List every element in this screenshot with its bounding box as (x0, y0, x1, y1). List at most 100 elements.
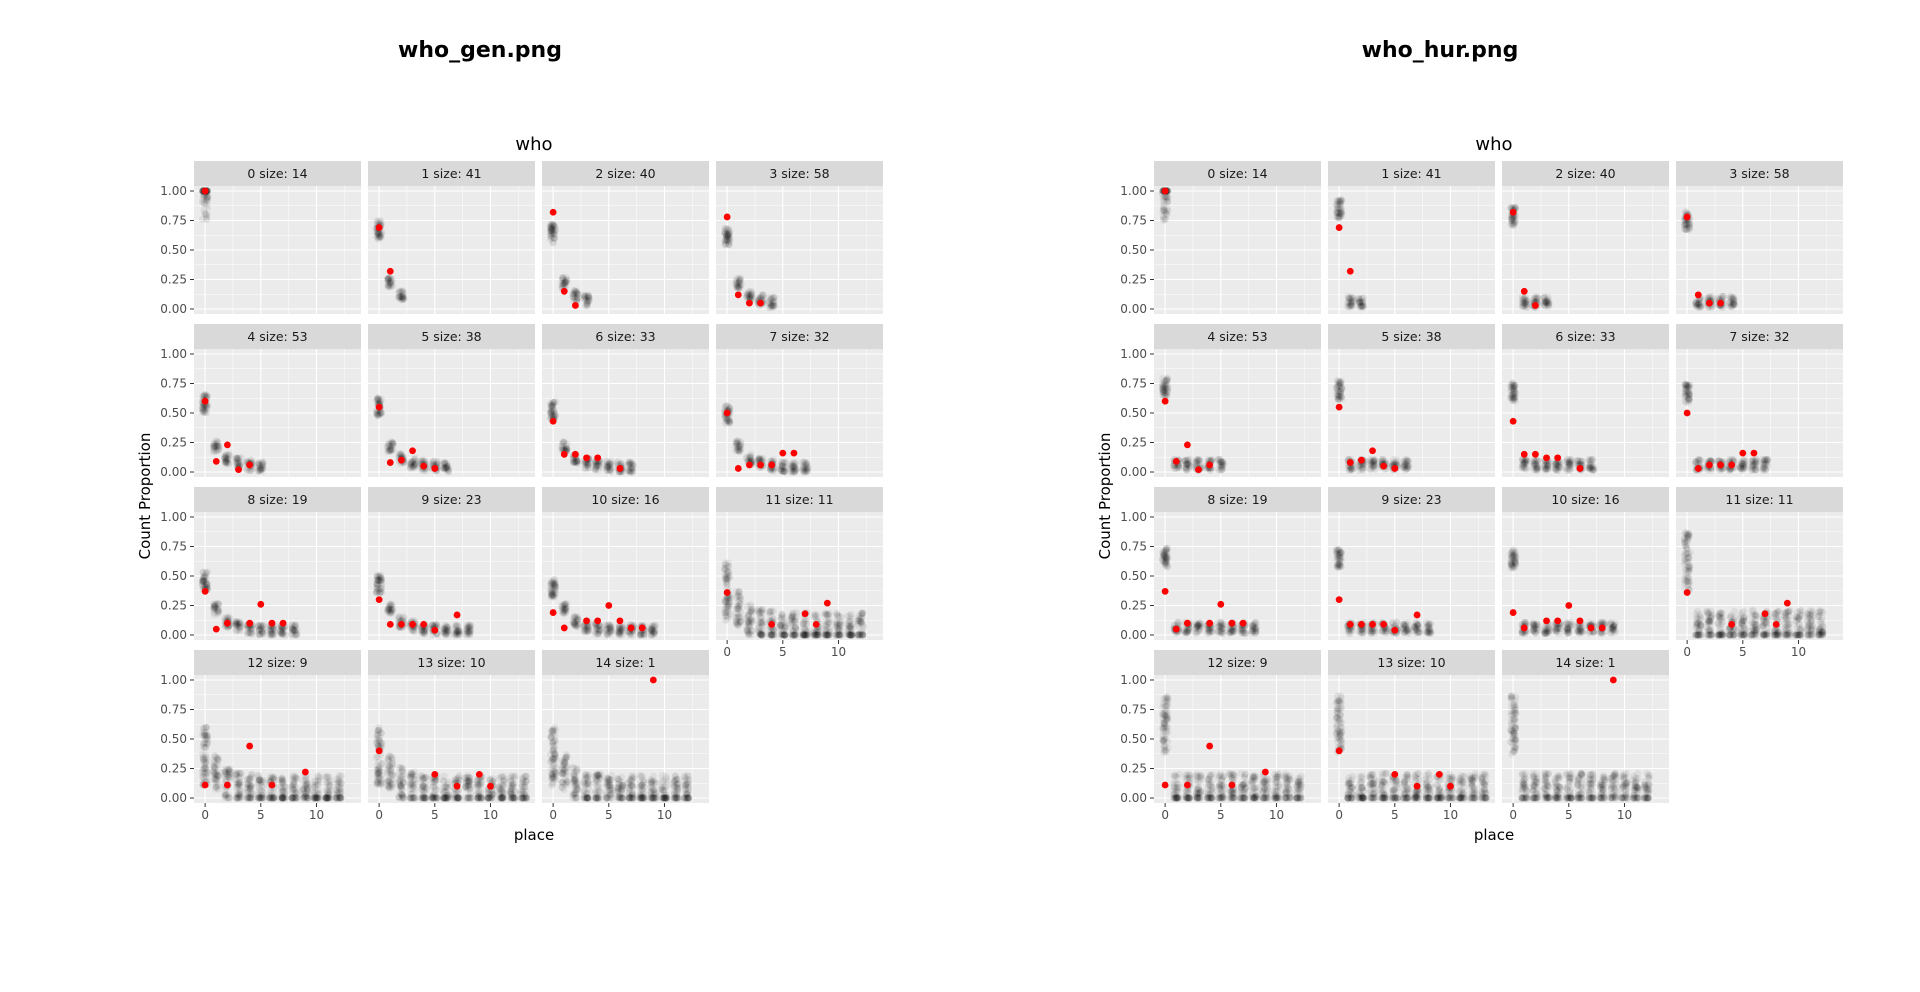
observed-point (431, 626, 439, 634)
simulated-point (387, 283, 395, 291)
simulated-point (571, 288, 579, 296)
simulated-point (444, 466, 452, 474)
simulated-point (222, 451, 230, 459)
simulated-point (210, 439, 219, 447)
simulated-point (569, 290, 577, 298)
simulated-point (232, 455, 240, 463)
simulated-point (443, 459, 451, 468)
simulated-point (203, 194, 211, 202)
simulated-point (212, 444, 220, 452)
simulated-point (222, 456, 230, 464)
simulated-point (768, 304, 776, 312)
simulated-point (254, 460, 262, 468)
simulated-point (374, 770, 382, 778)
observed-point (734, 291, 742, 299)
simulated-point (584, 461, 592, 470)
simulated-point (200, 404, 208, 412)
simulated-point (389, 441, 397, 449)
facet-label: 1 size: 41 (421, 166, 481, 181)
simulated-point (734, 282, 742, 290)
simulated-point (625, 459, 633, 467)
simulated-point (549, 222, 558, 230)
simulated-point (559, 273, 567, 282)
facet-panel: 8 size: 190.000.250.500.751.00 (160, 487, 361, 642)
simulated-point (629, 460, 637, 468)
facet-strip (194, 324, 361, 349)
facet-label: 7 size: 32 (769, 329, 829, 344)
y-tick-label: 0.75 (160, 377, 187, 391)
simulated-point (258, 458, 266, 467)
simulated-point (570, 458, 578, 467)
simulated-point (736, 275, 744, 283)
simulated-point (210, 447, 218, 455)
simulated-point (573, 290, 581, 298)
observed-point (201, 187, 209, 195)
observed-point (768, 620, 776, 628)
simulated-point (384, 274, 392, 282)
simulated-point (212, 442, 220, 450)
simulated-point (551, 223, 559, 231)
simulated-point (259, 458, 267, 466)
simulated-point (222, 458, 230, 466)
facet-panel: 13 size: 100 5 10 (368, 650, 535, 822)
simulated-point (791, 462, 799, 470)
simulated-point (606, 468, 614, 476)
observed-point (431, 465, 439, 472)
simulated-point (550, 222, 558, 230)
simulated-point (606, 460, 614, 468)
simulated-point (573, 289, 581, 297)
simulated-point (735, 275, 743, 283)
simulated-point (658, 771, 666, 780)
simulated-point (375, 229, 383, 237)
simulated-point (389, 440, 397, 448)
simulated-point (546, 224, 555, 232)
simulated-point (572, 288, 580, 296)
observed-point (375, 403, 383, 411)
simulated-point (724, 231, 732, 239)
simulated-point (726, 417, 734, 425)
simulated-point (721, 419, 730, 428)
simulated-point (550, 234, 558, 243)
simulated-point (201, 408, 210, 417)
simulated-point (593, 460, 601, 469)
simulated-point (825, 629, 834, 637)
simulated-point (744, 290, 752, 298)
simulated-point (551, 411, 559, 420)
simulated-point (557, 442, 566, 450)
simulated-point (395, 794, 403, 802)
simulated-point (215, 443, 223, 451)
simulated-point (683, 794, 692, 802)
simulated-point (756, 630, 764, 638)
simulated-point (522, 777, 530, 786)
simulated-point (573, 290, 581, 298)
simulated-point (386, 278, 394, 286)
simulated-point (233, 454, 241, 462)
simulated-point (547, 407, 555, 415)
simulated-point (377, 760, 386, 768)
simulated-point (221, 794, 229, 802)
simulated-point (547, 757, 555, 765)
y-tick-label: 0.50 (160, 243, 187, 257)
simulated-point (574, 459, 582, 468)
simulated-point (396, 294, 404, 302)
simulated-point (572, 459, 580, 467)
simulated-point (259, 461, 267, 469)
simulated-point (629, 468, 637, 476)
simulated-point (721, 236, 729, 245)
x-tick-label: 5 (605, 808, 613, 822)
simulated-point (722, 231, 731, 239)
observed-point (246, 742, 254, 750)
simulated-point (385, 447, 394, 455)
simulated-point (603, 458, 612, 466)
simulated-point (454, 775, 462, 783)
simulated-point (561, 278, 569, 286)
simulated-point (585, 785, 593, 793)
simulated-point (202, 197, 210, 205)
simulated-point (385, 281, 394, 290)
simulated-point (591, 466, 599, 474)
simulated-point (375, 232, 383, 241)
simulated-point (212, 441, 220, 449)
simulated-point (444, 468, 452, 476)
simulated-point (584, 293, 592, 302)
simulated-point (254, 459, 262, 467)
